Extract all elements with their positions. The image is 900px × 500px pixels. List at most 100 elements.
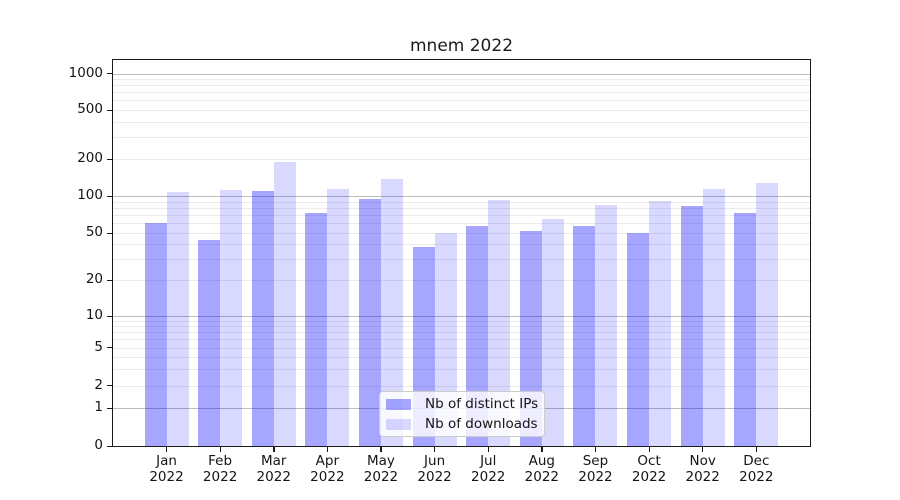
major-gridline [113,73,810,75]
bar-downloads-nov [702,189,725,446]
x-tick-mark [487,447,490,452]
bar-downloads-aug [541,218,564,446]
y-tick-label: 1 [94,399,103,415]
minor-gridline [113,244,810,246]
y-tick-label: 500 [77,101,103,117]
minor-gridline [113,137,810,139]
minor-gridline [113,207,810,209]
bar-downloads-dec [756,182,779,446]
x-tick-label: Feb 2022 [202,453,238,485]
x-tick-mark [273,447,275,452]
y-tick-mark [107,385,112,387]
bar-distinct-ips-nov [680,205,703,446]
x-tick-label: Dec 2022 [739,453,774,485]
x-tick-mark [326,447,329,452]
x-tick-mark [594,447,597,452]
minor-gridline [113,201,810,203]
minor-gridline [113,339,810,341]
y-tick-label: 50 [85,224,103,240]
bar-distinct-ips-oct [627,233,650,446]
x-tick-label: Jan 2022 [149,453,184,485]
minor-gridline [113,320,810,322]
y-tick-mark [107,347,112,349]
y-tick-mark [107,407,112,409]
minor-gridline [113,215,810,217]
x-tick-mark [380,447,382,452]
bar-distinct-ips-dec [734,212,757,446]
bar-distinct-ips-jan [144,223,167,446]
minor-gridline [113,332,810,334]
y-tick-label: 100 [77,187,103,203]
minor-gridline [113,92,810,94]
x-tick-label: Aug 2022 [524,453,559,485]
y-tick-mark [107,109,112,111]
x-tick-label: Mar 2022 [256,453,291,485]
x-tick-label: Jun 2022 [417,453,452,485]
legend-swatch-distinct-ips [386,398,411,410]
minor-gridline [113,233,810,234]
y-tick-label: 0 [94,437,103,453]
bar-downloads-jan [166,191,189,446]
minor-gridline [113,385,810,387]
bar-distinct-ips-sep [573,226,596,446]
y-tick-label: 2 [94,376,103,393]
x-tick-label: Oct 2022 [631,453,667,485]
bar-distinct-ips-jul [466,226,489,446]
legend-item-downloads: Nb of downloads [386,416,544,432]
y-tick-mark [107,279,112,281]
x-tick-label: Nov 2022 [685,453,720,485]
x-tick-label: Apr 2022 [310,453,345,485]
x-tick-mark [166,447,168,452]
bar-downloads-oct [649,201,672,446]
legend-label-distinct-ips: Nb of distinct IPs [425,396,539,412]
major-gridline [113,196,810,197]
chart-title: mnem 2022 [409,36,514,56]
bar-downloads-may [380,179,403,446]
minor-gridline [113,259,810,261]
y-tick-label: 1000 [68,64,103,81]
bar-distinct-ips-may [358,199,381,446]
minor-gridline [113,356,810,358]
y-tick-mark [107,445,112,447]
minor-gridline [113,159,810,160]
minor-gridline [113,347,810,349]
minor-gridline [113,79,810,81]
minor-gridline [113,368,810,370]
x-tick-mark [434,447,436,452]
minor-gridline [113,223,810,225]
y-tick-mark [107,73,112,75]
x-tick-mark [541,447,543,452]
x-tick-label: May 2022 [363,453,399,485]
minor-gridline [113,280,810,281]
x-tick-mark [219,447,221,452]
bar-downloads-mar [273,161,296,446]
y-tick-mark [107,195,112,197]
y-tick-label: 5 [94,338,103,355]
bar-downloads-apr [327,188,350,446]
legend-label-downloads: Nb of downloads [425,416,538,432]
minor-gridline [113,326,810,328]
legend-swatch-downloads [386,418,411,430]
legend: Nb of distinct IPs Nb of downloads [379,391,545,437]
minor-gridline [113,110,810,111]
bar-distinct-ips-apr [305,212,328,446]
minor-gridline [113,100,810,102]
y-tick-mark [107,158,112,160]
minor-gridline [113,121,810,123]
x-tick-mark [648,447,650,452]
bar-distinct-ips-mar [251,190,274,446]
plot-area: Nb of distinct IPs Nb of downloads [112,59,811,447]
bar-downloads-sep [595,205,618,446]
x-tick-label: Sep 2022 [578,453,613,485]
x-tick-mark [755,447,758,452]
bar-downloads-jul [488,199,511,446]
minor-gridline [113,85,810,87]
y-tick-label: 10 [85,307,103,323]
y-tick-label: 20 [85,271,103,287]
x-tick-label: Jul 2022 [471,453,506,485]
bar-downloads-feb [220,189,243,446]
y-tick-mark [107,232,112,234]
y-tick-label: 200 [77,150,103,166]
legend-item-distinct-ips: Nb of distinct IPs [386,396,544,412]
